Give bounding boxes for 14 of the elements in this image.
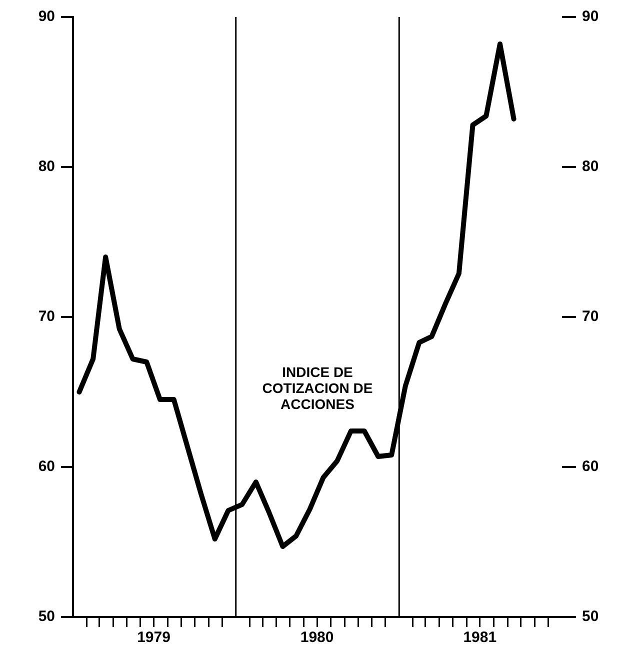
y-tick-label: 90 <box>38 8 55 26</box>
y2-tick-label: 50 <box>582 608 599 626</box>
x-tick-label: 1979 <box>137 629 170 646</box>
x-tick-label: 1981 <box>463 629 497 646</box>
y-tick-label: 50 <box>38 608 55 626</box>
y-tick-label: 80 <box>38 158 55 176</box>
y-tick-label: 70 <box>38 308 55 326</box>
annotation: INDICE DE COTIZACION DE ACCIONES <box>262 364 373 412</box>
y2-tick-label: 80 <box>582 158 599 176</box>
x-tick-label: 1980 <box>300 629 334 646</box>
y2-tick-label: 90 <box>582 8 599 26</box>
y2-tick-label: 60 <box>582 458 599 476</box>
y2-tick-label: 70 <box>582 308 599 326</box>
y-tick-label: 60 <box>38 458 55 476</box>
